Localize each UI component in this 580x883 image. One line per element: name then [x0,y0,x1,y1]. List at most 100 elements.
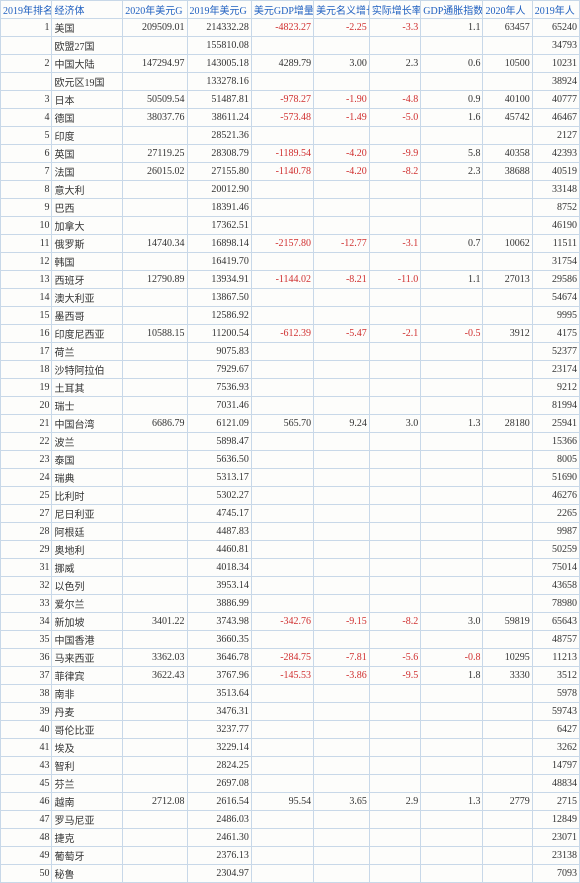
table-row: 34新加坡3401.223743.98-342.76-9.15-8.23.059… [1,613,580,631]
cell-nom [314,847,370,865]
cell-diff: -145.53 [251,667,313,685]
cell-pc19: 52377 [532,343,579,361]
cell-defl [421,721,483,739]
cell-pc19: 51690 [532,469,579,487]
cell-g2020: 209509.01 [123,19,187,37]
cell-pc19: 5978 [532,685,579,703]
cell-name: 墨西哥 [52,307,123,325]
cell-rank [1,73,52,91]
cell-diff: 95.54 [251,793,313,811]
cell-pc20 [483,127,532,145]
cell-nom: -9.15 [314,613,370,631]
cell-rank: 50 [1,865,52,883]
cell-name: 欧盟27国 [52,37,123,55]
cell-g2020 [123,379,187,397]
cell-g2020 [123,181,187,199]
cell-diff [251,847,313,865]
cell-nom: -4.20 [314,163,370,181]
cell-name: 丹麦 [52,703,123,721]
cell-g2020 [123,73,187,91]
table-row: 37菲律宾3622.433767.96-145.53-3.86-9.51.833… [1,667,580,685]
cell-real [369,559,420,577]
cell-defl [421,379,483,397]
cell-g2020 [123,559,187,577]
cell-real [369,541,420,559]
table-row: 38南非3513.645978 [1,685,580,703]
cell-name: 马来西亚 [52,649,123,667]
cell-diff [251,253,313,271]
cell-pc19: 11511 [532,235,579,253]
cell-pc20 [483,37,532,55]
cell-name: 中国香港 [52,631,123,649]
table-row: 46越南2712.082616.5495.543.652.91.32779271… [1,793,580,811]
cell-name: 波兰 [52,433,123,451]
table-row: 36马来西亚3362.033646.78-284.75-7.81-5.6-0.8… [1,649,580,667]
cell-pc19: 42393 [532,145,579,163]
cell-name: 英国 [52,145,123,163]
cell-nom [314,577,370,595]
cell-rank: 45 [1,775,52,793]
cell-pc20 [483,811,532,829]
cell-diff: -342.76 [251,613,313,631]
cell-pc19: 9212 [532,379,579,397]
cell-nom [314,541,370,559]
cell-defl [421,685,483,703]
cell-name: 芬兰 [52,775,123,793]
col-defl: GDP通胀指数 [421,1,483,19]
cell-g2020: 3362.03 [123,649,187,667]
cell-diff [251,865,313,883]
cell-name: 沙特阿拉伯 [52,361,123,379]
cell-g2020 [123,343,187,361]
cell-name: 奥地利 [52,541,123,559]
table-row: 7法国26015.0227155.80-1140.78-4.20-8.22.33… [1,163,580,181]
cell-diff [251,361,313,379]
cell-nom [314,775,370,793]
cell-diff [251,127,313,145]
cell-defl: 5.8 [421,145,483,163]
cell-name: 智利 [52,757,123,775]
cell-rank: 17 [1,343,52,361]
cell-pc19: 40777 [532,91,579,109]
cell-diff: -612.39 [251,325,313,343]
cell-g2020 [123,451,187,469]
cell-pc19: 33148 [532,181,579,199]
cell-g2020 [123,577,187,595]
cell-pc19: 2715 [532,793,579,811]
cell-g2020: 6686.79 [123,415,187,433]
cell-nom [314,505,370,523]
col-diff: 美元GDP增量 [251,1,313,19]
cell-diff [251,199,313,217]
cell-nom [314,433,370,451]
cell-defl: 0.6 [421,55,483,73]
table-row: 24瑞典5313.1751690 [1,469,580,487]
cell-rank: 22 [1,433,52,451]
cell-g2019: 11200.54 [187,325,251,343]
cell-g2020 [123,829,187,847]
cell-g2019: 3660.35 [187,631,251,649]
cell-nom [314,721,370,739]
cell-defl: 3.0 [421,613,483,631]
cell-pc20 [483,469,532,487]
cell-defl [421,127,483,145]
cell-defl [421,433,483,451]
cell-g2019: 5302.27 [187,487,251,505]
cell-rank: 25 [1,487,52,505]
table-row: 12韩国16419.7031754 [1,253,580,271]
cell-defl [421,865,483,883]
cell-diff [251,379,313,397]
cell-rank: 11 [1,235,52,253]
cell-pc20: 2779 [483,793,532,811]
cell-g2020: 14740.34 [123,235,187,253]
cell-g2019: 3476.31 [187,703,251,721]
cell-pc20 [483,631,532,649]
cell-real [369,811,420,829]
cell-rank: 46 [1,793,52,811]
cell-diff [251,595,313,613]
cell-diff [251,307,313,325]
cell-nom [314,379,370,397]
cell-nom [314,199,370,217]
cell-g2020 [123,289,187,307]
cell-pc19: 48834 [532,775,579,793]
cell-defl [421,505,483,523]
cell-pc19: 81994 [532,397,579,415]
